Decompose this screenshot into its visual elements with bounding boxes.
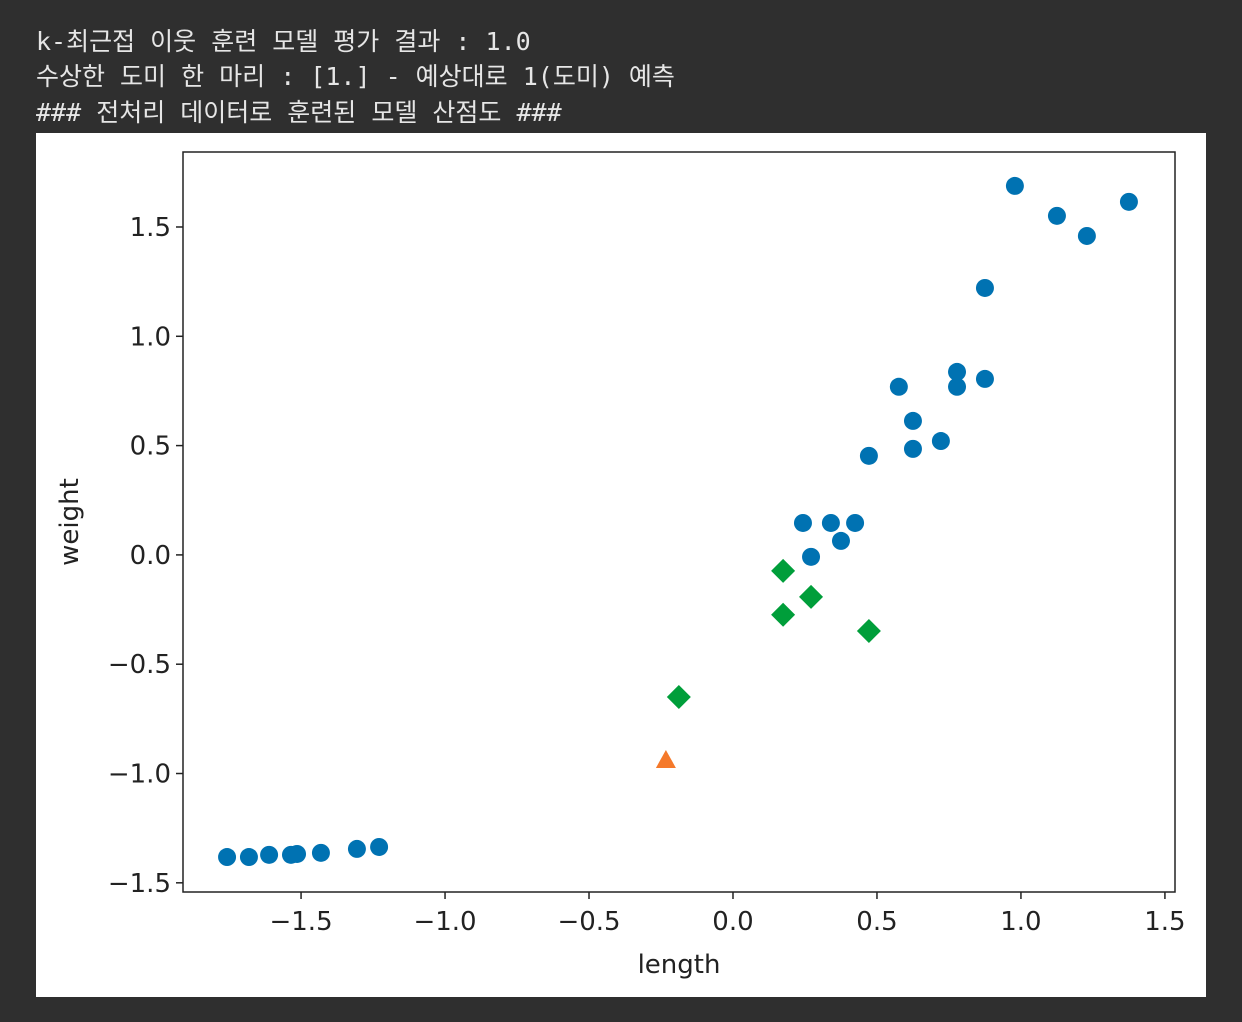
- point: [903, 411, 922, 430]
- y-tick-label: −1.5: [108, 869, 171, 899]
- point: [666, 684, 691, 709]
- x-tick-label: 0.5: [856, 907, 897, 937]
- x-tick-label: 1.0: [1000, 907, 1041, 937]
- point: [1119, 192, 1138, 211]
- point: [793, 513, 812, 532]
- point: [846, 513, 865, 532]
- point: [1047, 206, 1066, 225]
- point: [799, 584, 824, 609]
- point: [903, 439, 922, 458]
- y-tick-label: 0.5: [130, 432, 171, 462]
- point: [311, 843, 330, 862]
- point: [771, 558, 796, 583]
- x-tick-label: 0.0: [712, 907, 753, 937]
- point: [288, 844, 307, 863]
- point: [859, 446, 878, 465]
- x-tick-label: −1.0: [413, 907, 476, 937]
- x-tick-label: −1.5: [269, 907, 332, 937]
- y-tick-label: 0.0: [130, 541, 171, 571]
- y-tick-label: 1.0: [130, 322, 171, 352]
- point: [948, 362, 967, 381]
- output-line: k-최근접 이웃 훈련 모델 평가 결과 : 1.0: [36, 27, 531, 56]
- point: [802, 547, 821, 566]
- point: [239, 848, 258, 867]
- point: [889, 377, 908, 396]
- point: [931, 432, 950, 451]
- x-tick-label: −0.5: [557, 907, 620, 937]
- plot-frame: [182, 151, 1176, 893]
- point: [821, 513, 840, 532]
- point: [260, 845, 279, 864]
- point: [1005, 176, 1024, 195]
- y-tick-label: −1.0: [108, 760, 171, 790]
- chart: length weight −1.5 −1.0 −0.5 0.0 0.5 1.0 1.5 −1…: [36, 133, 1206, 997]
- point: [655, 749, 676, 768]
- x-axis-label: length: [638, 950, 721, 980]
- point: [831, 531, 850, 550]
- y-axis-label: weight: [55, 478, 85, 566]
- x-tick-label: 1.5: [1144, 907, 1185, 937]
- point: [347, 839, 366, 858]
- point: [771, 602, 796, 627]
- point: [218, 848, 237, 867]
- point: [856, 618, 881, 643]
- y-tick-label: −0.5: [108, 650, 171, 680]
- point: [1077, 226, 1096, 245]
- point: [370, 837, 389, 856]
- point: [975, 278, 994, 297]
- y-tick-label: 1.5: [130, 213, 171, 243]
- point: [948, 377, 967, 396]
- output-line: ### 전처리 데이터로 훈련된 모델 산점도 ###: [36, 98, 562, 127]
- point: [975, 369, 994, 388]
- output-line: 수상한 도미 한 마리 : [1.] - 예상대로 1(도미) 예측: [36, 62, 675, 91]
